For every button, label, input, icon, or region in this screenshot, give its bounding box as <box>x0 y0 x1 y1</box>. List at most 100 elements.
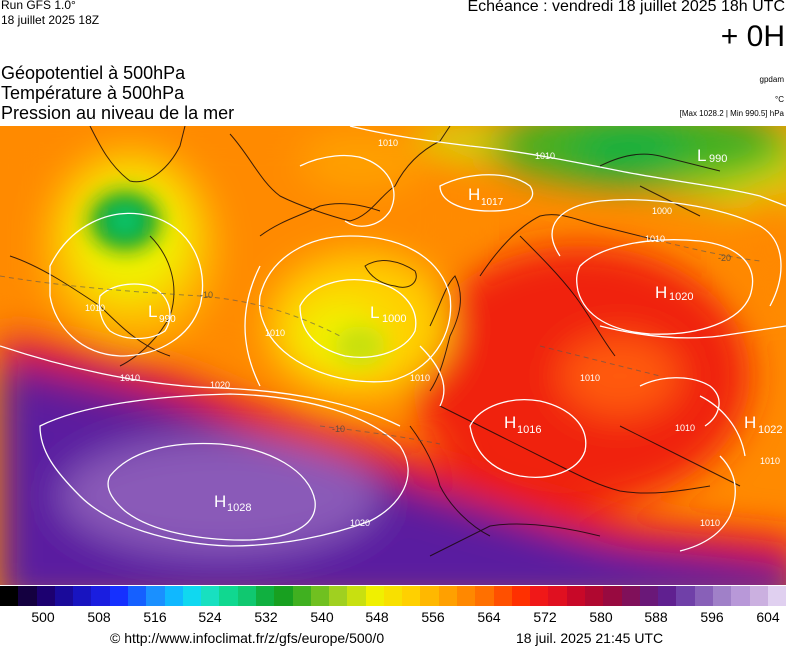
scale-tick-label: 540 <box>310 609 334 625</box>
color-swatch <box>383 586 403 606</box>
pressure-max-min: [Max 1028.2 | Min 990.5] hPa <box>679 109 784 118</box>
color-swatch <box>201 586 220 606</box>
unit-celsius: °C <box>775 95 784 104</box>
svg-text:L: L <box>370 303 379 322</box>
color-swatch <box>274 586 293 606</box>
color-swatch <box>676 586 695 606</box>
isotherm-label: -20 <box>718 253 731 263</box>
high-center: H 1016 <box>504 413 541 436</box>
weather-map: 1010 1010 1000 1010 1010 1010 1010 1020 … <box>0 126 786 585</box>
low-center: L 1000 <box>370 303 406 325</box>
isobar-label: 1010 <box>645 234 665 244</box>
color-swatch <box>585 586 604 606</box>
scale-tick-label: 524 <box>198 609 222 625</box>
color-swatch <box>18 586 37 606</box>
svg-text:1000: 1000 <box>382 313 406 325</box>
color-swatch <box>164 586 183 606</box>
scale-tick-label: 556 <box>421 609 445 625</box>
isotherm-label: -10 <box>200 290 213 300</box>
scale-tick-label: 588 <box>644 609 668 625</box>
color-swatch <box>767 586 786 606</box>
isobar-label: 1010 <box>760 456 780 466</box>
isobar-label: 1010 <box>85 303 105 313</box>
scale-tick-label: 604 <box>756 609 780 625</box>
svg-text:L: L <box>697 146 706 165</box>
isobar-label: 1010 <box>535 151 555 161</box>
color-swatch <box>566 586 585 606</box>
color-swatch <box>255 586 275 606</box>
isobar-label: 1010 <box>580 373 600 383</box>
svg-text:L: L <box>148 302 157 321</box>
svg-text:1016: 1016 <box>517 424 541 436</box>
scale-tick-label: 564 <box>477 609 501 625</box>
color-swatch <box>530 586 549 606</box>
isobar-label: 1010 <box>675 423 695 433</box>
isobar-label: 1010 <box>120 373 140 383</box>
svg-text:1028: 1028 <box>227 502 251 514</box>
svg-text:990: 990 <box>159 314 176 325</box>
isobar-label: 1010 <box>700 518 720 528</box>
title-pressure: Pression au niveau de la mer <box>1 103 235 123</box>
high-center: H 1020 <box>655 283 693 303</box>
color-swatch <box>54 586 74 606</box>
color-swatch <box>182 586 202 606</box>
scale-tick-label: 596 <box>700 609 724 625</box>
forecast-valid-time: Echéance : vendredi 18 juillet 2025 18h … <box>467 0 785 15</box>
low-center: L 990 <box>697 146 727 165</box>
color-swatch <box>365 586 384 606</box>
color-swatch <box>347 586 366 606</box>
color-swatch <box>36 586 55 606</box>
color-swatch <box>475 586 494 606</box>
generated-timestamp: 18 juil. 2025 21:45 UTC <box>516 630 664 646</box>
scale-tick-label: 572 <box>533 609 557 625</box>
svg-text:H: H <box>744 413 756 432</box>
pressure-centers: H 1017 L 990 L 990 L 1000 H 1020 H 1016 <box>148 146 782 514</box>
isobar-label: 1000 <box>652 206 672 216</box>
weather-map-svg: 1010 1010 1000 1010 1010 1010 1010 1020 … <box>0 126 786 585</box>
isobar-label: 1020 <box>350 518 370 528</box>
svg-text:1017: 1017 <box>481 197 504 208</box>
svg-text:H: H <box>214 492 226 511</box>
svg-text:H: H <box>504 413 516 432</box>
svg-text:H: H <box>655 283 667 302</box>
isobar-label: 1020 <box>210 380 230 390</box>
color-swatch <box>749 586 768 606</box>
low-center: L 990 <box>148 302 176 325</box>
scale-tick-label: 508 <box>87 609 111 625</box>
source-link[interactable]: © http://www.infoclimat.fr/z/gfs/europe/… <box>110 630 385 646</box>
color-swatch <box>73 586 92 606</box>
svg-text:1020: 1020 <box>669 291 693 303</box>
color-swatch <box>621 586 640 606</box>
high-center: H 1028 <box>214 492 251 514</box>
color-swatch <box>402 586 421 606</box>
color-swatch <box>146 586 165 606</box>
coastlines <box>9 126 741 557</box>
high-center: H 1017 <box>468 185 504 208</box>
color-swatch <box>712 586 732 606</box>
svg-text:1022: 1022 <box>758 424 782 436</box>
color-swatch <box>457 586 476 606</box>
color-swatch <box>0 586 19 606</box>
color-swatch <box>548 586 567 606</box>
title-temperature: Température à 500hPa <box>1 83 185 103</box>
unit-gpdam: gpdam <box>759 75 784 84</box>
color-swatch <box>310 586 330 606</box>
color-swatch <box>219 586 238 606</box>
color-swatch <box>109 586 128 606</box>
color-swatch <box>493 586 512 606</box>
color-swatch <box>603 586 622 606</box>
title-geopotential: Géopotentiel à 500hPa <box>1 63 186 83</box>
isobar-label: 1010 <box>265 328 285 338</box>
run-date: 18 juillet 2025 18Z <box>1 13 100 27</box>
high-center: H 1022 <box>744 413 782 436</box>
color-swatch <box>127 586 147 606</box>
color-scale <box>0 586 786 606</box>
color-swatch <box>292 586 311 606</box>
color-swatch <box>511 586 531 606</box>
scale-tick-label: 548 <box>365 609 389 625</box>
svg-text:H: H <box>468 185 480 204</box>
scale-tick-label: 516 <box>143 609 167 625</box>
isotherm-labels: -10 -10 -20 <box>200 253 731 434</box>
color-swatch <box>639 586 659 606</box>
color-swatch <box>694 586 713 606</box>
